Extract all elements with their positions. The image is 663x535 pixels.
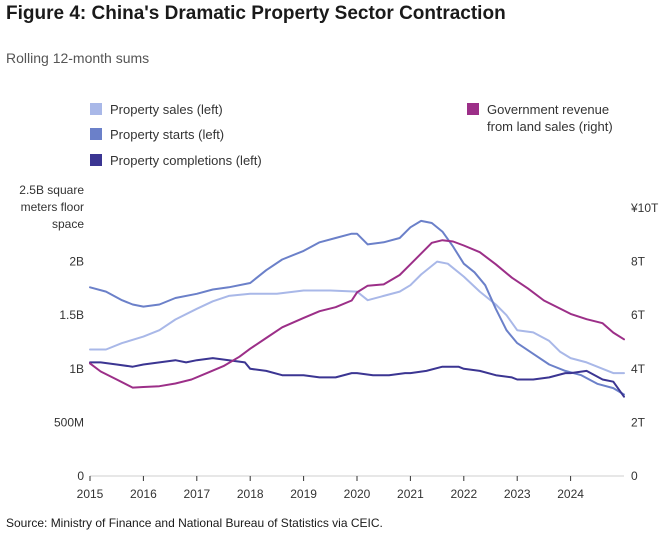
- legend-item-property-starts: Property starts (left): [90, 126, 224, 143]
- y-left-axis-title-line: space: [52, 217, 84, 231]
- legend-label-property-completions: Property completions (left): [110, 153, 262, 168]
- x-tick-label: 2015: [77, 487, 104, 501]
- source-note: Source: Ministry of Finance and National…: [6, 516, 383, 530]
- y-left-axis-title-line: meters floor: [21, 200, 84, 214]
- legend-label-property-starts: Property starts (left): [110, 127, 225, 142]
- legend-item-property-completions: Property completions (left): [90, 152, 262, 169]
- x-tick-label: 2023: [504, 487, 531, 501]
- legend-swatch-property-completions: [90, 154, 102, 166]
- legend-label-property-sales: Property sales (left): [110, 102, 223, 117]
- legend-swatch-property-starts: [90, 128, 102, 140]
- property-starts-line: [89, 219, 625, 396]
- legend-swatch-property-sales: [90, 103, 102, 115]
- chart-title: Figure 4: China's Dramatic Property Sect…: [6, 3, 506, 24]
- y-right-tick-label: 0: [631, 469, 638, 483]
- y-left-axis-title-line: 2.5B square: [19, 183, 84, 197]
- x-tick-label: 2017: [183, 487, 210, 501]
- y-left-tick-label: 0: [77, 469, 84, 483]
- x-tick-label: 2024: [557, 487, 584, 501]
- x-tick-label: 2019: [290, 487, 317, 501]
- y-left-tick-label: 1B: [69, 362, 84, 376]
- legend-label-land-revenue: Government revenue from land sales (righ…: [487, 102, 613, 134]
- y-right-tick-label: ¥10T: [630, 201, 659, 215]
- legend-item-property-sales: Property sales (left): [90, 101, 223, 118]
- y-right-tick-label: 6T: [631, 308, 646, 322]
- x-tick-label: 2021: [397, 487, 424, 501]
- y-left-tick-label: 500M: [54, 415, 84, 429]
- x-tick-label: 2016: [130, 487, 157, 501]
- y-left-tick-label: 2B: [69, 255, 84, 269]
- property-sales-line: [89, 260, 625, 375]
- y-left-tick-label: 1.5B: [59, 308, 84, 322]
- land-revenue-line: [89, 239, 625, 389]
- chart-subtitle: Rolling 12-month sums: [6, 50, 150, 66]
- legend-item-land-revenue: Government revenue from land sales (righ…: [467, 101, 613, 135]
- x-tick-label: 2020: [344, 487, 371, 501]
- y-right-tick-label: 8T: [631, 255, 646, 269]
- y-right-tick-label: 2T: [631, 415, 646, 429]
- x-tick-label: 2022: [450, 487, 477, 501]
- x-tick-label: 2018: [237, 487, 264, 501]
- property-completions-line: [89, 357, 625, 398]
- y-right-tick-label: 4T: [631, 362, 646, 376]
- legend-swatch-land-revenue: [467, 103, 479, 115]
- y-left-axis-title: 2.5B square meters floor space: [19, 183, 84, 231]
